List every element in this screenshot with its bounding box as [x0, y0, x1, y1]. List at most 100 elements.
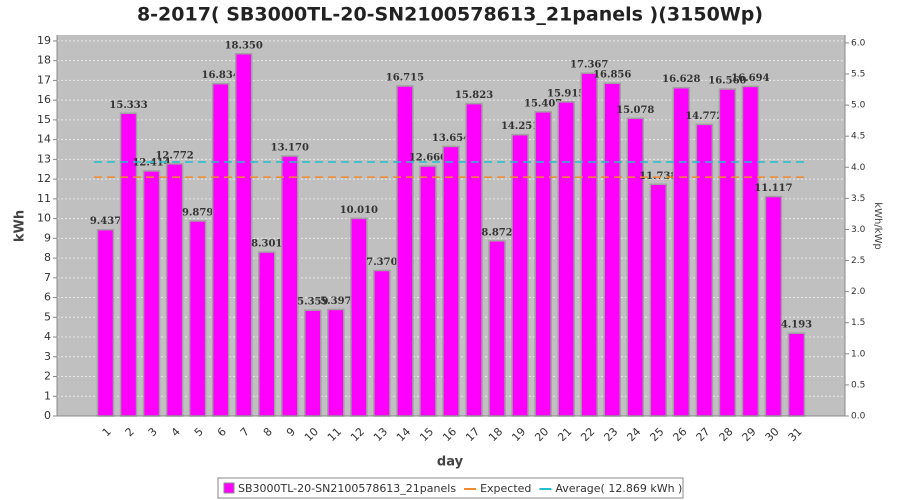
x-tick-label: 16: [440, 425, 459, 444]
y2-tick-label: 0.5: [851, 380, 865, 390]
x-tick-label: 26: [670, 425, 689, 444]
bar: [304, 309, 322, 417]
x-tick-label: 8: [261, 425, 275, 439]
y-tick-label: 11: [37, 192, 51, 205]
bar: [695, 123, 714, 417]
y2-tick-label: 3.0: [851, 225, 866, 235]
x-tick-label: 10: [302, 425, 321, 444]
x-tick-label: 4: [169, 425, 183, 439]
legend-label: SB3000TL-20-SN2100578613_21panels: [238, 482, 456, 495]
y-tick-label: 16: [37, 93, 51, 106]
value-label: 9.437: [90, 216, 121, 227]
value-label: 7.370: [366, 257, 397, 268]
value-label: 17.367: [570, 60, 608, 71]
bar: [718, 88, 737, 417]
y-tick-label: 8: [44, 251, 51, 264]
y-tick-label: 9: [44, 231, 51, 244]
y2-tick-label: 3.5: [851, 194, 865, 204]
x-tick-label: 21: [555, 425, 574, 444]
y-tick-label: 10: [37, 212, 51, 225]
value-label: 8.872: [481, 227, 512, 238]
value-label: 12.414: [132, 157, 170, 168]
value-label: 15.823: [455, 90, 493, 101]
x-tick-label: 1: [100, 425, 114, 439]
y-tick-label: 15: [37, 113, 51, 126]
bar: [741, 85, 760, 417]
value-label: 15.407: [524, 98, 562, 109]
x-tick-label: 12: [348, 425, 367, 444]
y2-tick-label: 2.0: [851, 287, 866, 297]
bar: [672, 86, 691, 417]
bar: [488, 240, 506, 417]
bar: [281, 155, 299, 417]
value-label: 18.350: [225, 40, 263, 51]
y2-tick-label: 5.5: [851, 69, 865, 79]
value-label: 13.170: [271, 143, 309, 154]
value-label: 12.772: [155, 150, 193, 161]
x-tick-label: 27: [694, 425, 713, 444]
x-tick-label: 13: [371, 425, 390, 444]
bar: [557, 101, 575, 417]
y-tick-label: 18: [37, 54, 51, 67]
x-tick-label: 30: [763, 425, 782, 444]
y2-tick-label: 2.5: [851, 256, 865, 266]
value-label: 13.654: [432, 133, 470, 144]
y-tick-label: 5: [44, 310, 51, 323]
bar: [327, 308, 345, 417]
y2-tick-label: 6.0: [851, 38, 866, 48]
x-tick-label: 23: [601, 425, 620, 444]
bar: [373, 269, 391, 417]
x-tick-label: 29: [740, 425, 759, 444]
legend-swatch: [223, 482, 235, 494]
bar: [787, 332, 806, 417]
legend-label: Average( 12.869 kWh ): [555, 482, 682, 495]
y-tick-label: 2: [44, 370, 51, 383]
y-tick-label: 7: [44, 271, 51, 284]
y-tick-label: 1: [44, 389, 51, 402]
bar: [764, 195, 783, 417]
bar: [603, 82, 621, 417]
value-label: 14.772: [685, 111, 723, 122]
x-tick-label: 24: [624, 425, 643, 444]
y2-tick-label: 0.0: [851, 412, 866, 422]
bar: [649, 183, 668, 417]
y2-tick-label: 4.0: [851, 163, 866, 173]
x-tick-label: 11: [325, 425, 344, 444]
x-tick-label: 5: [192, 425, 206, 439]
bar: [465, 102, 483, 417]
value-label: 5.359: [297, 297, 328, 308]
x-tick-label: 25: [647, 425, 666, 444]
bar: [234, 53, 253, 417]
bar: [350, 217, 368, 417]
y-axis-title: kWh: [13, 210, 28, 242]
value-label: 16.694: [731, 73, 769, 84]
bar: [165, 163, 184, 417]
y-tick-label: 0: [44, 409, 51, 422]
chart-title: 8-2017( SB3000TL-20-SN2100578613_21panel…: [137, 4, 763, 26]
value-label: 15.078: [616, 105, 654, 116]
bar: [188, 220, 207, 417]
x-tick-label: 19: [509, 425, 528, 444]
x-tick-label: 14: [394, 425, 413, 444]
x-tick-label: 20: [532, 425, 551, 444]
x-tick-label: 9: [284, 425, 298, 439]
value-label: 16.834: [202, 70, 240, 81]
value-label: 16.856: [593, 70, 631, 81]
bar: [419, 165, 437, 417]
y-tick-label: 17: [37, 73, 51, 86]
value-label: 4.193: [781, 320, 812, 331]
value-label: 14.251: [501, 121, 539, 132]
bar: [142, 170, 161, 417]
value-label: 5.397: [320, 296, 351, 307]
bar: [396, 85, 414, 417]
y-tick-label: 3: [44, 350, 51, 363]
value-label: 11.738: [639, 171, 677, 182]
x-tick-label: 22: [578, 425, 597, 444]
y2-tick-label: 1.0: [851, 349, 866, 359]
legend-label: Expected: [480, 482, 531, 495]
bar: [257, 251, 276, 417]
value-label: 8.301: [251, 239, 282, 250]
y-tick-label: 6: [44, 291, 51, 304]
value-label: 9.879: [182, 207, 213, 218]
